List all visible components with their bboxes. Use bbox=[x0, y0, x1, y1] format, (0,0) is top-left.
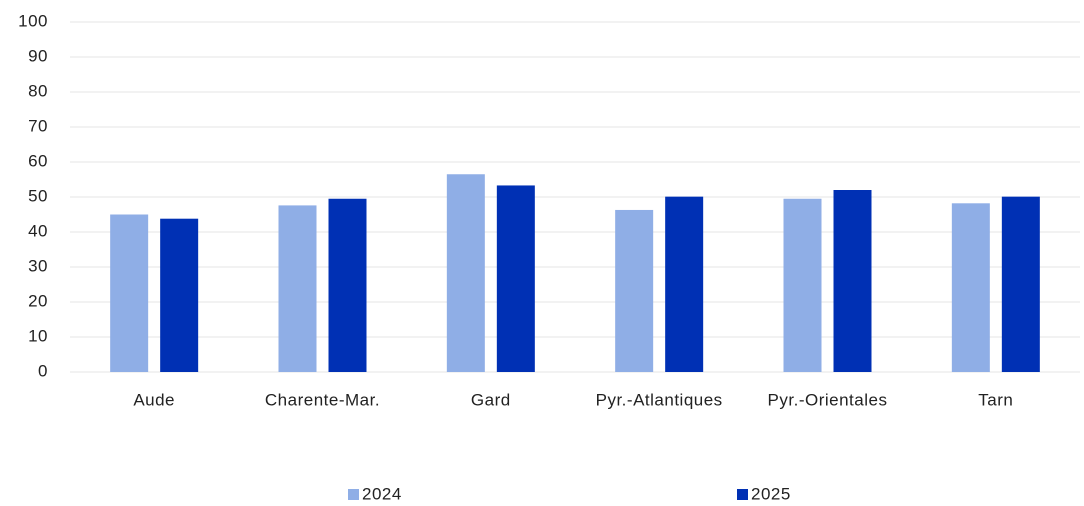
bar bbox=[833, 190, 872, 372]
legend-label: 2025 bbox=[751, 484, 791, 503]
y-tick-label: 80 bbox=[28, 81, 48, 100]
bar bbox=[665, 196, 704, 372]
bar bbox=[446, 174, 485, 372]
x-tick-label: Charente-Mar. bbox=[265, 390, 380, 409]
x-tick-label: Tarn bbox=[978, 390, 1013, 409]
y-tick-label: 30 bbox=[28, 256, 48, 275]
y-tick-label: 90 bbox=[28, 46, 48, 65]
x-tick-label: Pyr.-Orientales bbox=[768, 390, 888, 409]
x-tick-label: Aude bbox=[133, 390, 175, 409]
legend-label: 2024 bbox=[362, 484, 402, 503]
bar bbox=[615, 209, 654, 372]
y-tick-label: 100 bbox=[18, 11, 48, 30]
y-tick-label: 60 bbox=[28, 151, 48, 170]
y-tick-label: 0 bbox=[38, 361, 48, 380]
bar bbox=[1001, 196, 1040, 372]
legend-swatch bbox=[348, 489, 359, 500]
y-tick-label: 10 bbox=[28, 326, 48, 345]
bar bbox=[783, 198, 822, 372]
y-tick-label: 20 bbox=[28, 291, 48, 310]
legend-swatch bbox=[737, 489, 748, 500]
bar bbox=[496, 185, 535, 372]
bar bbox=[160, 218, 199, 372]
y-tick-label: 70 bbox=[28, 116, 48, 135]
bar bbox=[951, 203, 990, 372]
bar bbox=[278, 205, 317, 372]
bar bbox=[110, 214, 149, 372]
y-tick-label: 40 bbox=[28, 221, 48, 240]
y-tick-label: 50 bbox=[28, 186, 48, 205]
x-tick-label: Pyr.-Atlantiques bbox=[596, 390, 723, 409]
x-tick-label: Gard bbox=[471, 390, 511, 409]
bar bbox=[328, 198, 367, 372]
